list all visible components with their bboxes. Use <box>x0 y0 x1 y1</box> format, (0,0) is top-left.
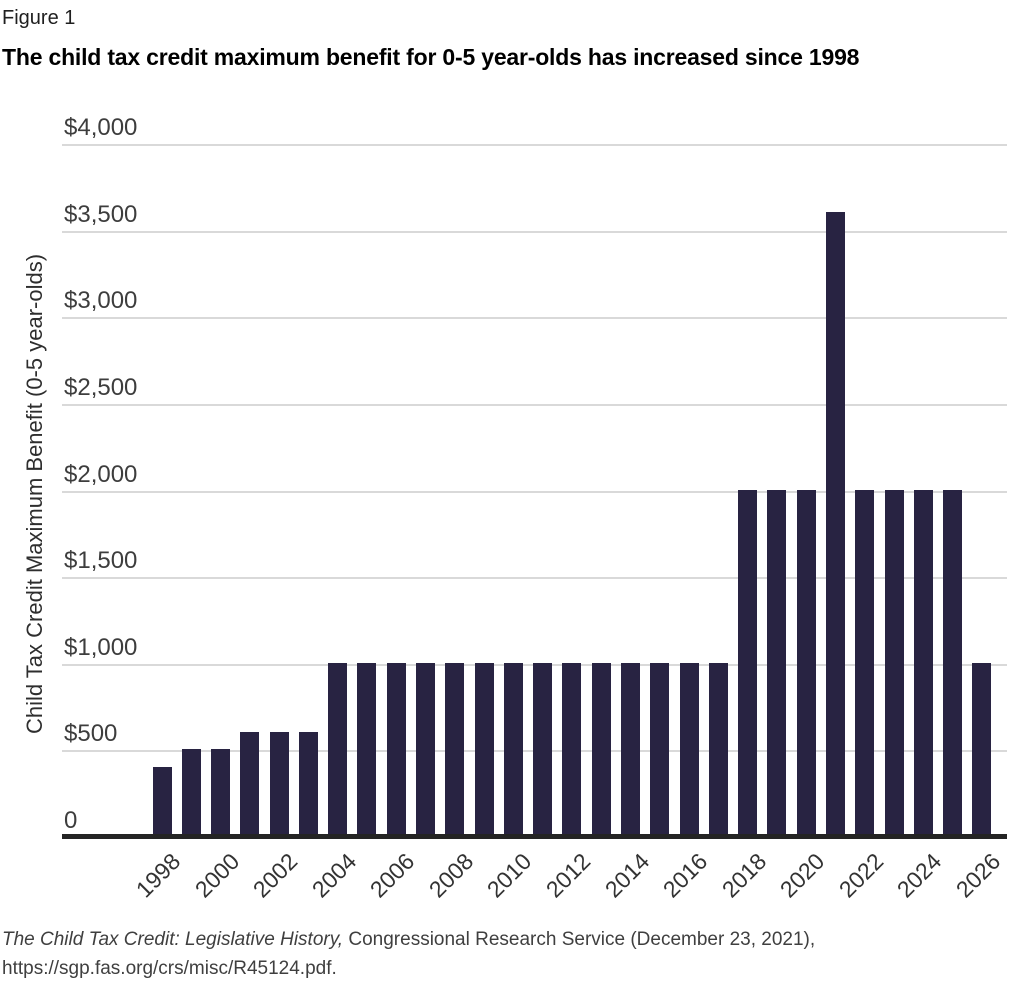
figure-number-label: Figure 1 <box>2 7 76 29</box>
x-tick-label-2004: 2004 <box>306 848 362 903</box>
bar-2014 <box>621 662 641 836</box>
x-tick-label-2024: 2024 <box>892 848 947 903</box>
bar-2011 <box>533 662 553 836</box>
bar-2008 <box>445 662 465 836</box>
bar-2019 <box>767 489 787 836</box>
bar-2005 <box>357 662 377 836</box>
gridline-3500 <box>62 230 1007 233</box>
y-tick-label-2000: $2,000 <box>64 460 138 488</box>
x-tick-label-2002: 2002 <box>247 848 303 903</box>
x-tick-label-2012: 2012 <box>540 848 596 903</box>
bar-2022 <box>855 489 875 836</box>
x-tick-label-2016: 2016 <box>657 848 713 903</box>
source-url: https://sgp.fas.org/crs/misc/R45124.pdf. <box>2 958 337 979</box>
x-tick-label-1998: 1998 <box>130 848 186 903</box>
bar-2020 <box>796 489 816 836</box>
x-tick-label-2020: 2020 <box>775 848 830 903</box>
bar-2002 <box>269 732 289 836</box>
gridline-3000 <box>62 317 1007 320</box>
bar-2023 <box>884 489 904 836</box>
x-tick-label-2006: 2006 <box>365 848 420 903</box>
bar-2006 <box>386 662 406 836</box>
bar-2000 <box>211 749 231 836</box>
bar-2010 <box>503 662 523 836</box>
source-title: The Child Tax Credit: Legislative Histor… <box>2 929 344 950</box>
bar-2013 <box>591 662 611 836</box>
x-tick-label-2000: 2000 <box>189 848 244 903</box>
chart-title: The child tax credit maximum benefit for… <box>2 44 860 70</box>
bar-2025 <box>943 489 963 836</box>
bar-1999 <box>181 749 201 836</box>
x-tick-label-2014: 2014 <box>599 848 654 903</box>
y-tick-label-3000: $3,000 <box>64 287 138 315</box>
x-tick-label-2026: 2026 <box>950 848 1006 903</box>
bar-2004 <box>328 662 348 836</box>
bar-2016 <box>679 662 699 836</box>
y-tick-label-1000: $1,000 <box>64 633 138 661</box>
bar-2021 <box>826 212 846 836</box>
y-tick-label-1500: $1,500 <box>64 547 138 575</box>
y-tick-label-0: 0 <box>64 807 78 834</box>
bar-1998 <box>152 766 172 836</box>
gridline-2000 <box>62 490 1007 493</box>
x-tick-label-2010: 2010 <box>482 848 537 903</box>
x-axis-line <box>62 834 1007 839</box>
bar-2007 <box>416 662 436 836</box>
x-tick-label-2022: 2022 <box>833 848 889 903</box>
bar-2009 <box>474 662 494 836</box>
bar-2012 <box>562 662 582 836</box>
bar-2003 <box>298 732 318 836</box>
y-tick-label-500: $500 <box>64 720 118 748</box>
bar-2015 <box>650 662 670 836</box>
source-citation: The Child Tax Credit: Legislative Histor… <box>2 925 815 983</box>
gridline-4000 <box>62 144 1007 146</box>
source-publisher: Congressional Research Service (December… <box>343 929 816 950</box>
y-tick-label-4000: $4,000 <box>64 114 138 141</box>
y-tick-label-3500: $3,500 <box>64 200 138 228</box>
bar-2026 <box>972 662 992 836</box>
bar-2017 <box>708 662 728 836</box>
gridline-2500 <box>62 403 1007 406</box>
y-tick-label-2500: $2,500 <box>64 373 138 401</box>
bar-2001 <box>240 732 260 836</box>
x-tick-label-2008: 2008 <box>423 848 479 903</box>
bar-2018 <box>738 489 758 836</box>
gridline-1500 <box>62 577 1007 580</box>
bar-2024 <box>913 489 933 836</box>
x-tick-label-2018: 2018 <box>716 848 772 903</box>
